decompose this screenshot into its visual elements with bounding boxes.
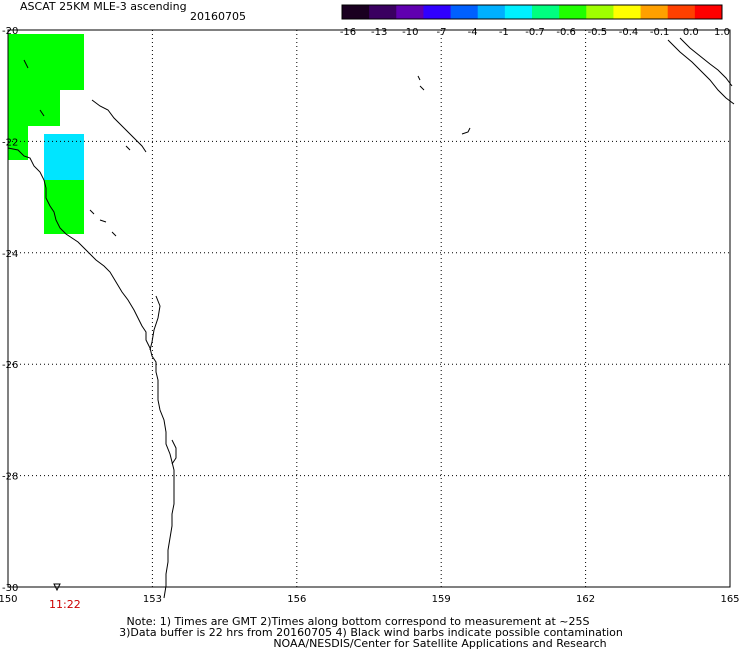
colorbar-tick-label: -16 [340, 27, 356, 38]
coastline-island-6 [417, 75, 421, 81]
colorbar-tick-label: -0.5 [588, 27, 608, 38]
coastline-island-9 [39, 109, 45, 117]
coastline-new-caledonia [667, 37, 735, 105]
colorbar-tick-label: -1 [499, 27, 509, 38]
colorbar-swatch [396, 5, 424, 19]
chart-title: ASCAT 25KM MLE-3 ascending [20, 0, 187, 13]
lat-tick-label: -30 [2, 583, 18, 594]
colorbar-tick-label: -10 [402, 27, 418, 38]
note-line-3: NOAA/NESDIS/Center for Satellite Applica… [273, 637, 607, 650]
coastline-island-5 [461, 127, 471, 135]
wind-barb-marker [53, 583, 61, 592]
lat-tick-label: -28 [2, 472, 18, 483]
coastline-island-2 [99, 219, 107, 223]
colorbar-tick-label: -0.7 [525, 27, 545, 38]
colorbar-swatch [694, 5, 723, 19]
note-line-1: Note: 1) Times are GMT 2)Times along bot… [126, 615, 590, 628]
lat-tick-label: -26 [2, 360, 18, 371]
swath-green-block-1 [8, 34, 84, 90]
swath-green-block-4 [44, 180, 84, 234]
colorbar-tick-label: -0.1 [650, 27, 670, 38]
lon-tick-label: 162 [576, 594, 595, 605]
colorbar-tick-label: -7 [437, 27, 447, 38]
axis-labels: 150 153 156 159 162 165 -20 -22 -24 -26 -28 -30 [0, 26, 740, 605]
colorbar-swatch [342, 5, 370, 19]
coastline-island-7 [419, 85, 425, 91]
lon-tick-label: 156 [287, 594, 306, 605]
colorbar-tick-label: -0.4 [619, 27, 639, 38]
map-frame [7, 29, 731, 588]
lat-tick-label: -24 [2, 249, 18, 260]
coastline-australia [7, 147, 175, 599]
lon-tick-label: 165 [720, 594, 739, 605]
swath-data [8, 34, 84, 234]
colorbar-tick-label: -0.6 [556, 27, 576, 38]
coastline-fraser-island [149, 295, 161, 351]
colorbar-swatch [423, 5, 452, 19]
colorbar: -16 -13 -10 -7 -4 -1 -0.7 -0.6 -0.5 -0.4 -0.1 0.0 1.… [340, 4, 730, 38]
colorbar-swatch [613, 5, 642, 19]
colorbar-swatch [640, 5, 669, 19]
colorbar-swatch [504, 5, 533, 19]
colorbar-tick-label: 0.0 [683, 27, 699, 38]
swath-time-label: 11:22 [49, 598, 81, 611]
lat-tick-label: -20 [2, 26, 18, 37]
chart-date: 20160705 [190, 10, 246, 23]
colorbar-tick-label: -13 [371, 27, 387, 38]
lon-tick-label: 159 [432, 594, 451, 605]
colorbar-swatch [532, 5, 560, 19]
coastline-whitsunday-islands [91, 99, 147, 153]
colorbar-frame [341, 4, 723, 20]
lon-tick-label: 153 [143, 594, 162, 605]
coastline-island-4 [125, 145, 131, 151]
colorbar-swatch [450, 5, 479, 19]
coastline-island-1 [89, 209, 95, 215]
colorbar-swatch [667, 5, 696, 19]
colorbar-tick-label: -4 [468, 27, 478, 38]
note-line-2: 3)Data buffer is 22 hrs from 20160705 4)… [119, 626, 623, 639]
lat-tick-label: -22 [2, 137, 18, 148]
colorbar-swatch [477, 5, 506, 19]
coastline-island-8 [23, 59, 29, 69]
colorbar-swatch [586, 5, 614, 19]
colorbar-tick-label: 1.0 [714, 27, 730, 38]
coastline-moreton-island [171, 439, 177, 465]
colorbar-swatch [369, 5, 397, 19]
map-grid [7, 29, 731, 588]
coastline-island-3 [111, 231, 117, 237]
swath-green-block-3 [8, 126, 28, 160]
swath-green-block-2 [8, 90, 60, 126]
coastline [7, 37, 735, 599]
colorbar-swatch [559, 5, 587, 19]
lon-tick-label: 150 [0, 594, 18, 605]
